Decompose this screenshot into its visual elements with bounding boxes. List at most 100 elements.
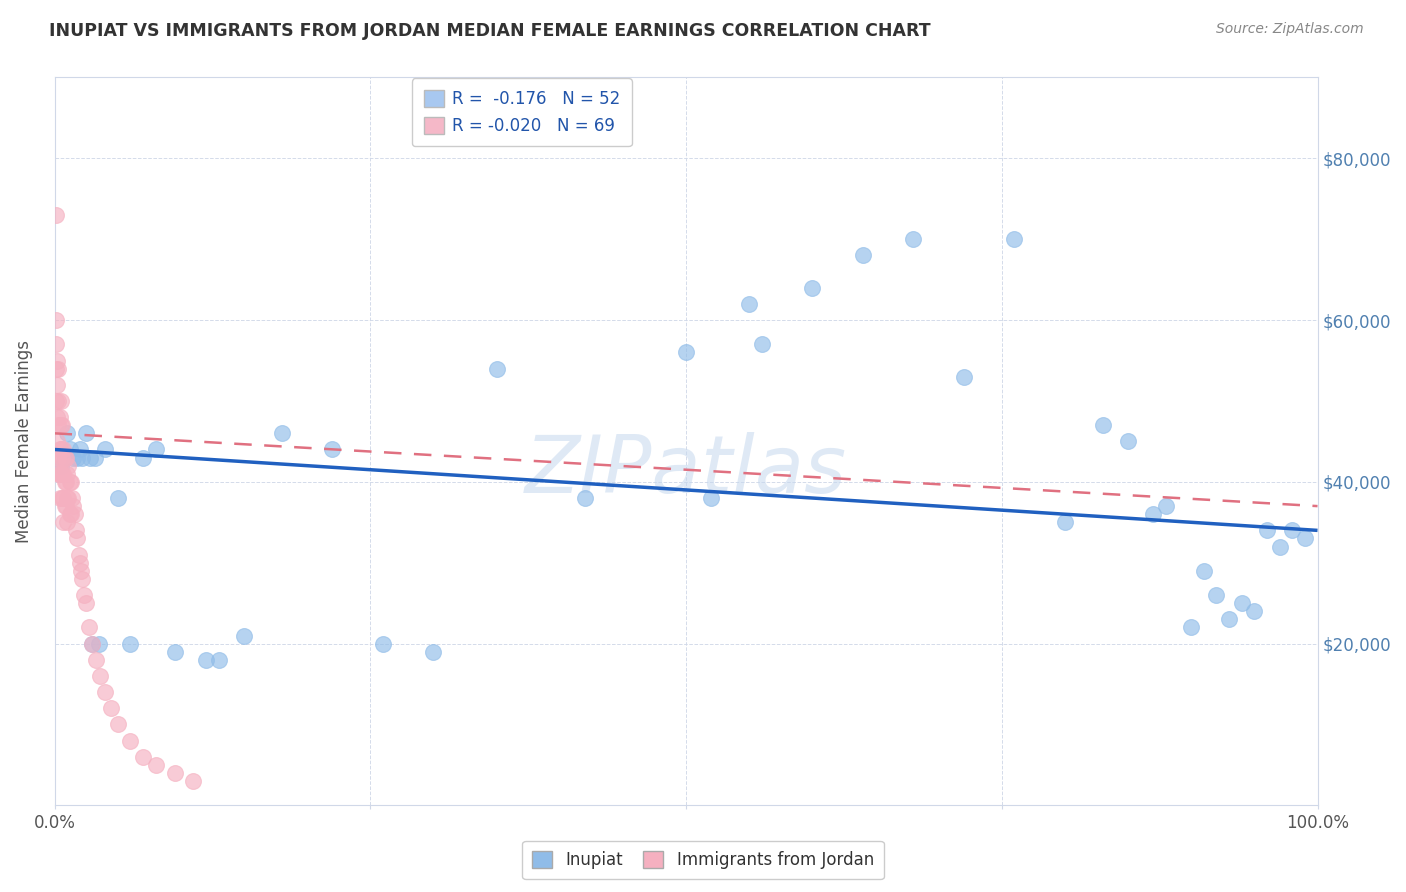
Point [45, 394, 67, 409]
Point [56, 426, 79, 441]
Point [163, 766, 186, 780]
Point [55, 499, 77, 513]
Point [75, 596, 97, 610]
Y-axis label: Median Female Earnings: Median Female Earnings [15, 340, 32, 543]
Point [60, 491, 83, 505]
Point [1268, 540, 1291, 554]
Point [738, 297, 761, 311]
Point [53, 475, 76, 489]
Point [1218, 612, 1240, 626]
Text: Source: ZipAtlas.com: Source: ZipAtlas.com [1216, 22, 1364, 37]
Point [953, 369, 976, 384]
Point [1230, 596, 1253, 610]
Point [79, 450, 101, 465]
Point [55, 475, 77, 489]
Point [1116, 434, 1139, 449]
Point [46, 394, 69, 409]
Point [132, 749, 155, 764]
Point [574, 491, 596, 505]
Point [195, 653, 218, 667]
Point [52, 467, 75, 481]
Point [1192, 564, 1215, 578]
Point [49, 394, 72, 409]
Point [1091, 418, 1114, 433]
Point [65, 524, 87, 538]
Point [55, 450, 77, 465]
Point [49, 442, 72, 457]
Point [52, 442, 75, 457]
Point [371, 637, 394, 651]
Point [208, 653, 231, 667]
Point [58, 491, 80, 505]
Point [1256, 524, 1278, 538]
Point [66, 532, 89, 546]
Point [72, 450, 94, 465]
Point [62, 499, 84, 513]
Point [70, 564, 93, 578]
Point [45, 337, 67, 351]
Point [48, 467, 70, 481]
Point [1002, 232, 1025, 246]
Point [145, 442, 167, 457]
Text: INUPIAT VS IMMIGRANTS FROM JORDAN MEDIAN FEMALE EARNINGS CORRELATION CHART: INUPIAT VS IMMIGRANTS FROM JORDAN MEDIAN… [49, 22, 931, 40]
Point [1142, 507, 1164, 521]
Point [59, 507, 82, 521]
Point [82, 637, 104, 651]
Point [48, 410, 70, 425]
Point [46, 361, 69, 376]
Point [53, 499, 76, 513]
Point [163, 645, 186, 659]
Point [751, 337, 773, 351]
Point [49, 418, 72, 433]
Point [422, 645, 444, 659]
Point [1053, 516, 1076, 530]
Point [51, 467, 73, 481]
Point [77, 620, 100, 634]
Point [84, 653, 107, 667]
Point [87, 637, 110, 651]
Point [321, 442, 343, 457]
Point [51, 418, 73, 433]
Point [45, 313, 67, 327]
Point [45, 361, 67, 376]
Point [46, 450, 69, 465]
Point [52, 491, 75, 505]
Point [801, 281, 824, 295]
Point [52, 516, 75, 530]
Point [45, 208, 67, 222]
Point [62, 450, 84, 465]
Point [72, 572, 94, 586]
Text: ZIPatlas: ZIPatlas [524, 432, 846, 509]
Point [1243, 604, 1265, 618]
Point [49, 458, 72, 473]
Point [46, 410, 69, 425]
Point [59, 475, 82, 489]
Point [89, 669, 111, 683]
Point [1281, 524, 1303, 538]
Point [903, 232, 925, 246]
Point [485, 361, 508, 376]
Point [1180, 620, 1202, 634]
Point [59, 442, 82, 457]
Point [94, 442, 117, 457]
Point [51, 491, 73, 505]
Point [675, 345, 697, 359]
Point [72, 588, 94, 602]
Point [84, 450, 107, 465]
Point [58, 458, 80, 473]
Point [46, 377, 69, 392]
Point [94, 685, 117, 699]
Point [75, 426, 97, 441]
Legend: Inupiat, Immigrants from Jordan: Inupiat, Immigrants from Jordan [522, 841, 884, 880]
Point [56, 516, 79, 530]
Point [53, 450, 76, 465]
Point [69, 442, 91, 457]
Point [66, 450, 89, 465]
Point [107, 717, 129, 731]
Point [49, 467, 72, 481]
Point [1294, 532, 1316, 546]
Point [100, 701, 122, 715]
Legend: R =  -0.176   N = 52, R = -0.020   N = 69: R = -0.176 N = 52, R = -0.020 N = 69 [412, 78, 631, 146]
Point [46, 418, 69, 433]
Point [56, 467, 79, 481]
